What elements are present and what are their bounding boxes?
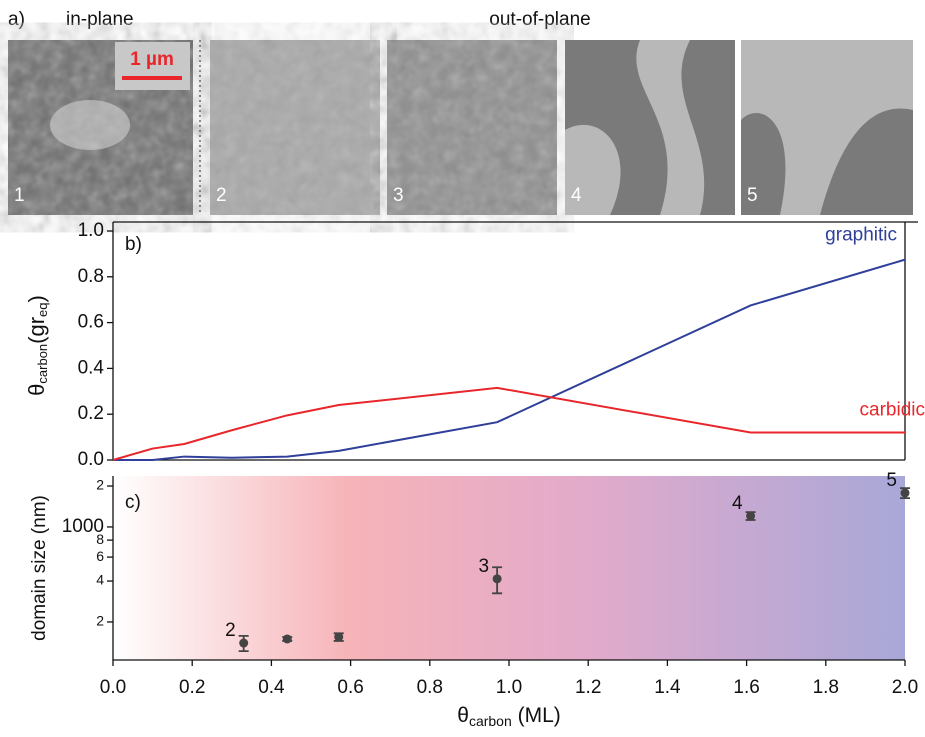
point-label: 5 (886, 470, 897, 491)
point (334, 632, 344, 642)
point (492, 574, 502, 584)
x-tick-label: 0.6 (337, 677, 363, 698)
y-label-part: θ (24, 384, 49, 396)
image-number: 2 (216, 185, 227, 206)
panel-label: b) (125, 234, 142, 255)
axis-frame (112, 221, 918, 461)
image-number: 5 (747, 185, 758, 206)
x-tick-label: 0.0 (100, 677, 126, 698)
x-tick-label: 0.4 (258, 677, 285, 698)
point (900, 488, 910, 498)
x-tick-label: 2.0 (892, 677, 918, 698)
image-number: 3 (393, 185, 404, 206)
image-feature (565, 40, 705, 215)
caption: in-plane (66, 9, 134, 30)
point (282, 634, 292, 644)
line (112, 386, 905, 461)
y-label-part: ) (24, 295, 49, 302)
series-label: graphitic (825, 225, 897, 246)
x-axis-label: θcarbon (ML) (457, 704, 561, 729)
y-label-part: eq (35, 302, 50, 316)
y-axis-label: θcarbon(greq) (24, 295, 51, 396)
x-label-part: carbon (469, 713, 512, 729)
scale-box (115, 42, 190, 90)
y-tick-label: 1.0 (78, 220, 104, 241)
image-feature (50, 100, 130, 150)
x-tick-label: 0.8 (417, 677, 443, 698)
x-label-part: (ML) (512, 704, 561, 727)
image-texture (387, 40, 557, 215)
image-feature (741, 40, 913, 215)
point-label: 3 (479, 556, 490, 577)
scale-label: 1 µm (130, 49, 174, 70)
point-label: 4 (732, 493, 743, 514)
background-gradient (113, 476, 905, 660)
y-tick-label: 0.8 (78, 266, 104, 287)
panel-label: a) (8, 9, 25, 30)
y-tick-label: 0.4 (78, 357, 105, 378)
image-texture (210, 40, 380, 215)
y-axis-label: domain size (nm) (29, 495, 50, 641)
x-tick-label: 1.4 (654, 677, 681, 698)
y-tick-label: 2 (96, 613, 104, 629)
point (239, 638, 249, 648)
y-label-part: (gr (24, 317, 49, 344)
image-number: 4 (571, 185, 582, 206)
line (113, 258, 906, 461)
point-label: 2 (225, 620, 236, 641)
x-tick-label: 1.0 (496, 677, 522, 698)
caption: out-of-plane (489, 9, 590, 30)
y-label-part: carbon (35, 344, 50, 384)
y-tick-label: 1000 (62, 516, 104, 537)
images: 1 µm (8, 40, 913, 215)
y-tick-label: 0.2 (78, 403, 104, 424)
point (746, 511, 756, 521)
y-tick-label: 0.0 (78, 449, 104, 470)
image-number: 1 (14, 185, 25, 206)
x-tick-label: 0.2 (179, 677, 205, 698)
panel-label: c) (125, 492, 141, 513)
series-label: carbidic (860, 400, 925, 421)
y-tick-label: 6 (96, 548, 104, 564)
y-tick-label: 4 (96, 572, 104, 588)
y-tick-label: 0.6 (78, 312, 104, 333)
x-tick-label: 1.6 (733, 677, 759, 698)
y-tick-label: 8 (96, 531, 104, 547)
x-tick-label: 1.2 (575, 677, 601, 698)
x-tick-label: 1.8 (813, 677, 839, 698)
x-label-part: θ (457, 704, 469, 727)
y-tick-label: 2 (96, 477, 104, 493)
